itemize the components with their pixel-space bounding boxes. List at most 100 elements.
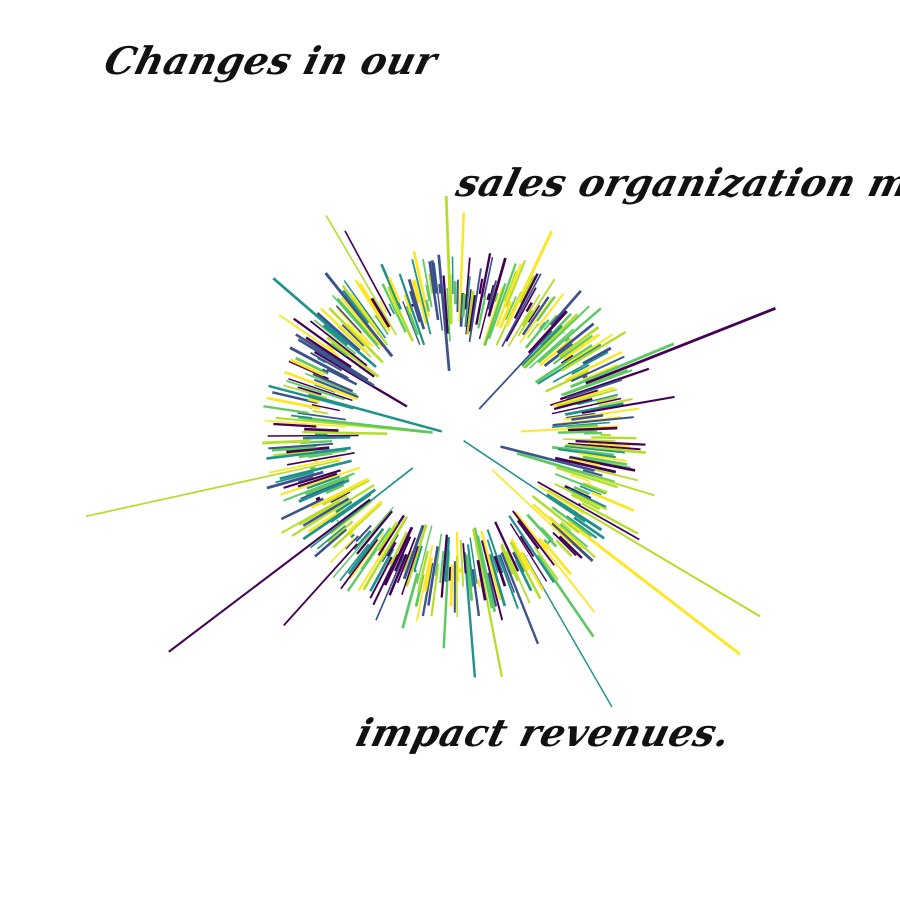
burst-ray <box>500 543 519 582</box>
burst-ray <box>330 342 349 357</box>
burst-ray <box>536 554 595 638</box>
burst-ray <box>316 525 346 550</box>
burst-ray <box>266 470 324 490</box>
burst-ray <box>559 523 589 548</box>
burst-ray <box>305 336 352 369</box>
burst-ray <box>402 550 413 573</box>
burst-ray <box>591 436 637 440</box>
burst-ray <box>594 468 639 482</box>
burst-ray <box>316 357 326 364</box>
burst-ray <box>488 554 507 607</box>
burst-ray <box>565 412 596 419</box>
burst-ray <box>563 438 616 442</box>
burst-ray <box>596 395 618 403</box>
burst-ray <box>483 283 507 346</box>
burst-ray <box>266 396 321 410</box>
burst-ray <box>320 307 369 354</box>
burst-ray <box>449 274 453 323</box>
burst-ray <box>466 544 475 587</box>
burst-ray <box>383 526 414 586</box>
burst-ray <box>286 446 330 454</box>
burst-ray <box>388 277 401 303</box>
burst-ray <box>433 262 444 331</box>
burst-ray <box>298 449 347 459</box>
burst-ray <box>508 515 555 584</box>
burst-ray <box>405 305 420 336</box>
burst-ray <box>264 419 347 428</box>
burst-ray <box>357 548 386 592</box>
burst-ray <box>565 378 623 400</box>
burst-ray <box>471 568 481 617</box>
burst-ray <box>540 526 554 541</box>
burst-ray <box>316 312 361 352</box>
burst-ray <box>519 275 536 304</box>
burst-ray <box>322 368 329 374</box>
burst-ray <box>283 469 341 489</box>
burst-ray <box>469 537 478 584</box>
burst-ray <box>464 276 471 328</box>
burst-ray <box>326 336 380 378</box>
burst-ray <box>545 370 589 393</box>
caption-line-3: impact revenues. <box>352 710 736 755</box>
burst-ray <box>486 293 491 301</box>
burst-ray <box>345 535 359 550</box>
burst-ray <box>552 351 609 383</box>
burst-ray <box>369 548 395 592</box>
burst-ray <box>284 370 359 401</box>
burst-ray <box>283 384 328 399</box>
burst-ray <box>550 389 599 407</box>
burst-ray <box>309 466 316 470</box>
burst-ray <box>304 475 350 496</box>
burst-ray <box>537 481 640 541</box>
burst-ray <box>487 257 507 317</box>
burst-ray <box>581 502 639 535</box>
burst-ray <box>547 539 552 543</box>
burst-ray <box>480 530 502 601</box>
burst-ray <box>466 291 475 335</box>
burst-ray <box>416 550 430 593</box>
burst-ray <box>349 292 380 332</box>
burst-ray <box>582 455 628 466</box>
burst-ray <box>421 562 434 617</box>
burst-ray <box>442 275 449 334</box>
burst-ray <box>534 344 593 384</box>
burst-ray <box>526 322 540 339</box>
burst-ray <box>401 572 419 629</box>
burst-ray <box>543 314 558 331</box>
burst-ray <box>585 307 777 385</box>
burst-ray <box>478 330 553 410</box>
burst-ray <box>332 502 383 549</box>
burst-ray <box>491 469 573 546</box>
burst-ray <box>286 380 345 401</box>
burst-ray <box>324 272 394 358</box>
burst-ray <box>347 500 383 533</box>
caption-line-1: Changes in our <box>100 38 443 83</box>
burst-ray <box>444 537 451 582</box>
burst-ray <box>449 564 454 607</box>
burst-ray <box>582 363 618 381</box>
burst-ray <box>279 466 360 496</box>
burst-ray <box>570 355 625 383</box>
burst-ray <box>446 288 451 342</box>
burst-ray <box>85 459 340 518</box>
burst-ray <box>462 543 467 574</box>
burst-ray <box>570 493 601 511</box>
burst-ray <box>552 416 634 427</box>
burst-ray <box>313 350 408 408</box>
burst-ray <box>322 478 370 506</box>
burst-ray <box>328 307 384 364</box>
burst-ray <box>556 322 595 354</box>
burst-ray <box>377 521 399 552</box>
burst-ray <box>526 513 558 548</box>
burst-ray <box>336 519 340 523</box>
burst-ray <box>459 539 465 587</box>
burst-ray <box>587 442 631 449</box>
burst-ray <box>293 317 375 378</box>
burst-ray <box>510 538 530 571</box>
burst-ray <box>437 254 451 372</box>
burst-ray <box>263 405 309 415</box>
burst-ray <box>564 350 623 382</box>
burst-ray <box>555 466 618 489</box>
burst-ray <box>537 307 602 364</box>
burst-ray <box>582 482 608 494</box>
